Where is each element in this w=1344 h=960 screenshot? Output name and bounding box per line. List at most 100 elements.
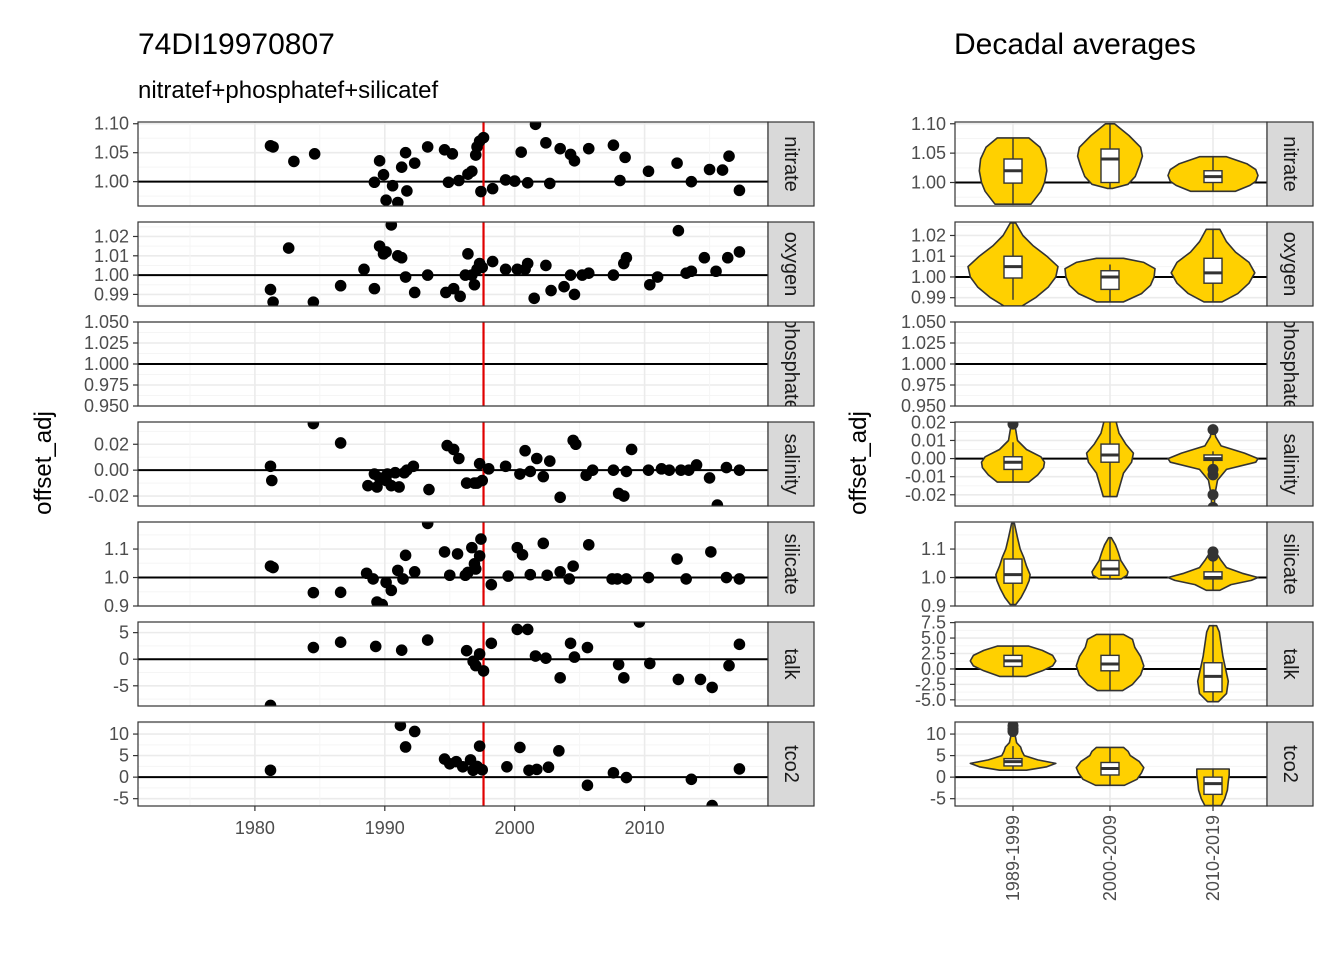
data-point bbox=[607, 464, 620, 476]
right-y-tick-label: 1.00 bbox=[911, 173, 946, 193]
left-y-tick-label: 1.1 bbox=[104, 539, 129, 559]
left-y-tick-label: 5 bbox=[119, 623, 129, 643]
data-point bbox=[421, 522, 434, 530]
left-y-tick-label: 0 bbox=[119, 649, 129, 669]
data-point bbox=[706, 799, 718, 806]
data-point bbox=[334, 437, 347, 449]
data-point bbox=[685, 773, 698, 786]
data-point bbox=[521, 623, 534, 636]
left-strip-label-nitrate: nitrate bbox=[780, 136, 802, 192]
data-point bbox=[620, 465, 633, 478]
data-point bbox=[706, 681, 718, 694]
x-tick-label: 2000 bbox=[495, 818, 535, 838]
right-x-axis: 1989-1999 2000-2009 2010-2019 bbox=[1003, 806, 1223, 901]
box-outlier bbox=[1207, 501, 1219, 506]
left-y-tick-label: 1.05 bbox=[94, 143, 129, 163]
right-y-tick-label: -0.01 bbox=[905, 467, 946, 487]
data-point bbox=[540, 652, 552, 664]
right-y-tick-label: 1.01 bbox=[911, 246, 946, 266]
data-point bbox=[618, 672, 630, 684]
data-point bbox=[267, 141, 279, 153]
left-panel-content bbox=[138, 522, 768, 606]
data-point bbox=[607, 139, 620, 151]
left-strip-label-silicate: silicate bbox=[780, 533, 802, 594]
data-point bbox=[705, 546, 717, 558]
data-point bbox=[568, 288, 581, 301]
data-point bbox=[421, 634, 434, 646]
data-point bbox=[558, 280, 570, 293]
data-point bbox=[475, 533, 487, 545]
left-chart-subtitle: nitratef+phosphatef+silicatef bbox=[138, 77, 439, 104]
data-point bbox=[540, 137, 552, 149]
data-point bbox=[543, 177, 556, 190]
data-point bbox=[399, 271, 412, 283]
data-point bbox=[564, 269, 577, 281]
box-iqr bbox=[1100, 443, 1120, 463]
right-y-tick-label: 10 bbox=[926, 724, 946, 744]
right-strip-label-group: phosphate bbox=[1279, 322, 1301, 406]
data-point bbox=[723, 150, 735, 162]
data-point bbox=[698, 251, 711, 264]
left-y-tick-label: 1.02 bbox=[94, 226, 129, 246]
left-x-axis: 1980 1990 2000 2010 bbox=[235, 806, 665, 838]
left-strip-label-oxygen: oxygen bbox=[780, 232, 802, 297]
right-strip-label-salinity: salinity bbox=[1279, 433, 1301, 494]
right-strip-label-nitrate: nitrate bbox=[1279, 136, 1301, 192]
right-y-tick-label: -5.0 bbox=[915, 690, 946, 710]
left-y-tick-label: 0.9 bbox=[104, 596, 129, 616]
right-y-tick-label: 0.01 bbox=[911, 430, 946, 450]
data-point bbox=[642, 571, 655, 584]
left-strip-label-salinity: salinity bbox=[780, 433, 802, 494]
data-point bbox=[516, 548, 529, 561]
data-point bbox=[618, 490, 630, 502]
data-point bbox=[385, 584, 398, 597]
box-outlier bbox=[1207, 424, 1219, 436]
data-point bbox=[264, 699, 277, 706]
left-strip-bg bbox=[767, 721, 815, 807]
right-y-tick-label: 5.0 bbox=[921, 628, 946, 648]
right-strip-bg bbox=[1266, 421, 1314, 507]
data-point bbox=[264, 283, 277, 296]
data-point bbox=[477, 131, 490, 144]
data-point bbox=[521, 257, 534, 270]
right-y-tick-label: 1.00 bbox=[911, 267, 946, 287]
data-point bbox=[614, 174, 626, 187]
right-panel-content bbox=[955, 222, 1267, 306]
left-strip-label-group: tco2 bbox=[780, 745, 802, 783]
data-point bbox=[554, 491, 566, 504]
box-iqr bbox=[1203, 257, 1223, 284]
right-y-tick-label: 0.975 bbox=[901, 375, 946, 395]
right-panel-content bbox=[955, 422, 1267, 506]
data-point bbox=[389, 466, 401, 479]
data-point bbox=[395, 251, 408, 264]
data-point bbox=[395, 161, 408, 173]
data-point bbox=[401, 185, 413, 197]
right-strip-bg bbox=[1266, 621, 1314, 707]
x-tick-label: 1990 bbox=[365, 818, 405, 838]
left-strip-label-group: silicate bbox=[780, 533, 802, 594]
data-point bbox=[307, 422, 320, 430]
category-label: 2000-2009 bbox=[1100, 815, 1120, 901]
data-point bbox=[514, 468, 526, 480]
data-point bbox=[542, 761, 555, 774]
right-y-tick-label: 0.02 bbox=[911, 412, 946, 432]
right-y-tick-label: 1.02 bbox=[911, 225, 946, 245]
data-point bbox=[334, 279, 347, 292]
data-point bbox=[586, 464, 599, 476]
data-point bbox=[267, 561, 279, 574]
data-point bbox=[307, 296, 320, 306]
right-panel-content bbox=[955, 123, 1267, 205]
data-point bbox=[733, 246, 746, 258]
right-y-tick-label: 0.950 bbox=[901, 396, 946, 416]
data-point bbox=[371, 481, 383, 493]
left-panel-bg bbox=[138, 122, 768, 206]
data-point bbox=[486, 182, 499, 195]
data-point bbox=[265, 474, 278, 487]
data-point bbox=[619, 151, 631, 164]
box-outlier bbox=[1207, 546, 1219, 558]
data-point bbox=[393, 481, 405, 493]
right-strip-label-silicate: silicate bbox=[1279, 533, 1301, 594]
